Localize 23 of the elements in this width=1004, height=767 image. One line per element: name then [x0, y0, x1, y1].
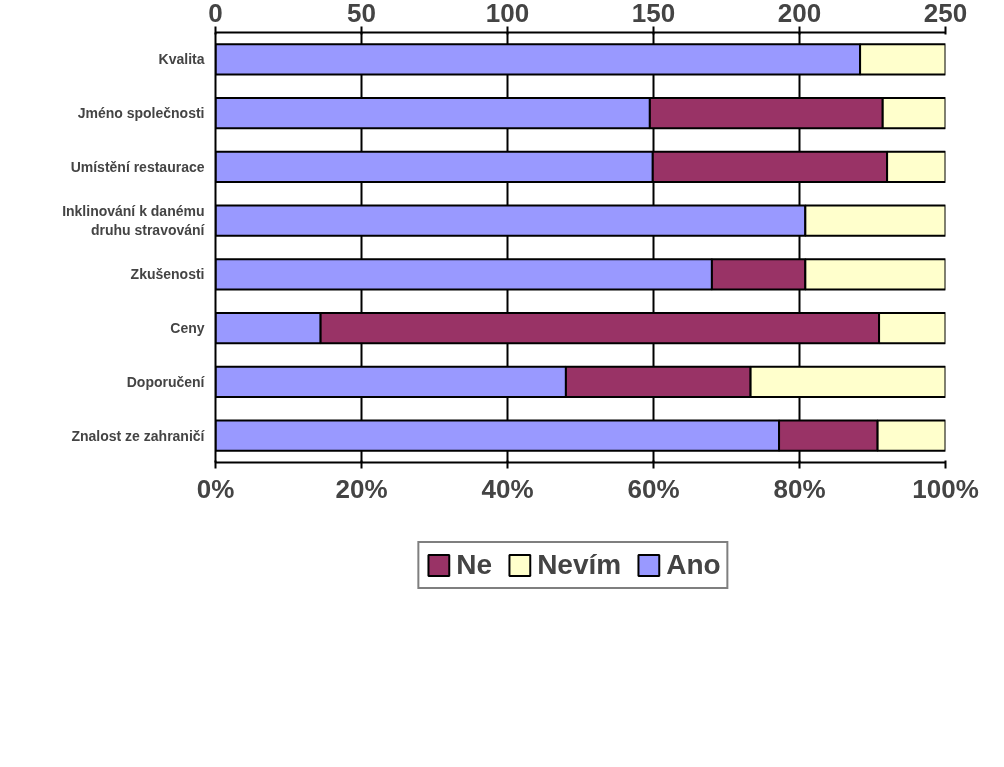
- legend-label: Ano: [666, 548, 721, 581]
- x2-tick-label: 200: [777, 0, 822, 28]
- x-tick-label: 20%: [335, 473, 388, 504]
- x2-tick-label: 50: [347, 0, 376, 28]
- y-tick-label: Doporučení: [126, 373, 206, 390]
- y-tick-label: Zkušenosti: [130, 266, 205, 283]
- y-tick-label: Jméno společnosti: [77, 105, 205, 122]
- y-tick-label: Kvalita: [158, 51, 205, 68]
- y-tick-label: Inklinování k danému druhu stravování: [62, 203, 206, 239]
- legend-label: Nevím: [537, 548, 622, 581]
- x2-tick-label: 100: [485, 0, 530, 28]
- y-tick-label: Znalost ze zahraničí: [71, 427, 206, 444]
- x-tick-label: 60%: [627, 473, 680, 504]
- y-tick-label: Ceny: [170, 320, 205, 337]
- x2-tick-label: 150: [631, 0, 676, 28]
- x2-tick-label: 0: [208, 0, 223, 28]
- x-tick-label: 80%: [773, 473, 826, 504]
- y-tick-label: Umístění restaurace: [70, 158, 205, 175]
- x-tick-label: 0%: [196, 473, 235, 504]
- x-tick-label: 40%: [481, 473, 534, 504]
- x-tick-label: 100%: [912, 473, 979, 504]
- legend-label: Ne: [456, 548, 493, 581]
- x2-tick-label: 250: [923, 0, 968, 28]
